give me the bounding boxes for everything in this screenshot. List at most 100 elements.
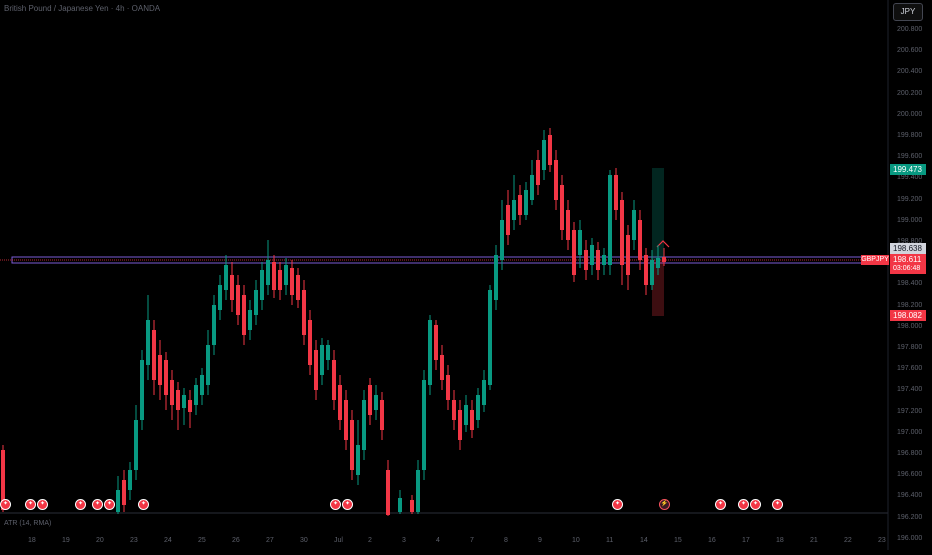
time-tick-label: 3 (402, 537, 406, 544)
time-tick-label: 7 (470, 537, 474, 544)
candle-body (254, 290, 258, 315)
price-tick-label: 199.400 (897, 174, 923, 182)
candle-body (554, 160, 558, 200)
candle-body (644, 255, 648, 285)
candle-body (188, 400, 192, 412)
flag-uk-icon[interactable]: ✦ (330, 499, 341, 510)
time-tick-label: 4 (436, 537, 440, 544)
candle-body (536, 160, 540, 185)
currency-button[interactable]: JPY (893, 3, 923, 21)
price-tick-label: 198.000 (897, 322, 923, 330)
candle-body (200, 375, 204, 395)
candle-body (164, 360, 168, 395)
flag-uk-icon[interactable]: ✦ (75, 499, 86, 510)
candle-body (218, 285, 222, 310)
candle-body (158, 355, 162, 385)
time-tick-label: 9 (538, 537, 542, 544)
flag-uk-icon[interactable]: ✦ (25, 499, 36, 510)
candle-body (386, 470, 390, 515)
candle-body (596, 250, 600, 270)
time-tick-label: 11 (606, 537, 614, 544)
time-tick-label: 23 (878, 537, 886, 544)
price-tick-label: 200.200 (897, 89, 923, 97)
flag-uk-icon[interactable]: ✦ (0, 499, 11, 510)
price-tick-label: 196.600 (897, 471, 923, 479)
candle-body (320, 345, 324, 375)
price-tick-label: 197.600 (897, 365, 923, 373)
candle-body (296, 275, 300, 300)
candle-body (524, 190, 528, 215)
time-tick-label: 17 (742, 537, 750, 544)
candle-body (122, 480, 126, 505)
price-tick-label: 197.000 (897, 428, 923, 436)
candle-body (356, 445, 360, 475)
time-tick-label: 23 (130, 537, 138, 544)
candle-body (398, 498, 402, 512)
flag-uk-icon[interactable]: ✦ (92, 499, 103, 510)
candle-body (338, 385, 342, 420)
candle-body (368, 385, 372, 415)
price-tick-label: 197.400 (897, 386, 923, 394)
price-tick-label: 199.800 (897, 132, 923, 139)
candle-body (266, 260, 270, 285)
position-target-zone (652, 168, 664, 260)
candle-body (464, 405, 468, 425)
price-tick-label: 200.800 (897, 26, 923, 33)
time-tick-label: 14 (640, 537, 648, 544)
time-tick-label: 8 (504, 537, 508, 544)
candle-body (350, 420, 354, 470)
candle-body (290, 268, 294, 295)
flash-icon[interactable]: ⚡ (659, 499, 670, 510)
candle-body (146, 320, 150, 365)
candle-body (272, 262, 276, 290)
time-tick-label: 18 (28, 537, 36, 544)
candle-body (170, 380, 174, 405)
candle-body (134, 420, 138, 470)
arrow-up-icon (656, 240, 670, 248)
candle-body (440, 355, 444, 380)
time-tick-label: 24 (164, 537, 172, 544)
flag-uk-icon[interactable]: ✦ (138, 499, 149, 510)
candle-body (632, 210, 636, 240)
flag-uk-icon[interactable]: ✦ (342, 499, 353, 510)
price-tick-label: 200.400 (897, 68, 923, 76)
flag-uk-icon[interactable]: ✦ (738, 499, 749, 510)
time-tick-label: 25 (198, 537, 206, 544)
candle-body (308, 320, 312, 365)
indicator-label[interactable]: ATR (14, RMA) (4, 520, 52, 527)
candle-body (656, 258, 660, 268)
time-tick-label: 30 (300, 537, 308, 544)
candle-body (626, 235, 630, 275)
candle-body (248, 310, 252, 330)
flag-uk-icon[interactable]: ✦ (715, 499, 726, 510)
candle-body (602, 255, 606, 265)
candle-body (578, 230, 582, 255)
candle-body (662, 257, 666, 262)
price-tick-label: 197.200 (897, 407, 923, 415)
time-tick-label: 16 (708, 537, 716, 544)
candle-body (572, 230, 576, 275)
candle-body (638, 220, 642, 260)
candle-body (362, 400, 366, 450)
candle-body (332, 360, 336, 400)
candle-body (176, 390, 180, 410)
candle-body (458, 410, 462, 440)
flag-uk-icon[interactable]: ✦ (37, 499, 48, 510)
candle-body (416, 470, 420, 512)
time-tick-label: 15 (674, 537, 682, 544)
price-tick-label: 196.000 (897, 534, 923, 542)
flag-uk-icon[interactable]: ✦ (612, 499, 623, 510)
flag-uk-icon[interactable]: ✦ (104, 499, 115, 510)
candle-body (584, 250, 588, 270)
price-tick-label: 196.200 (897, 513, 923, 521)
candle-body (224, 265, 228, 290)
candle-body (530, 175, 534, 200)
candle-body (650, 260, 654, 285)
candle-body (116, 490, 120, 512)
flag-uk-icon[interactable]: ✦ (772, 499, 783, 510)
time-tick-label: 10 (572, 537, 580, 544)
price-tick-label: 198.200 (897, 301, 923, 309)
flag-uk-icon[interactable]: ✦ (750, 499, 761, 510)
